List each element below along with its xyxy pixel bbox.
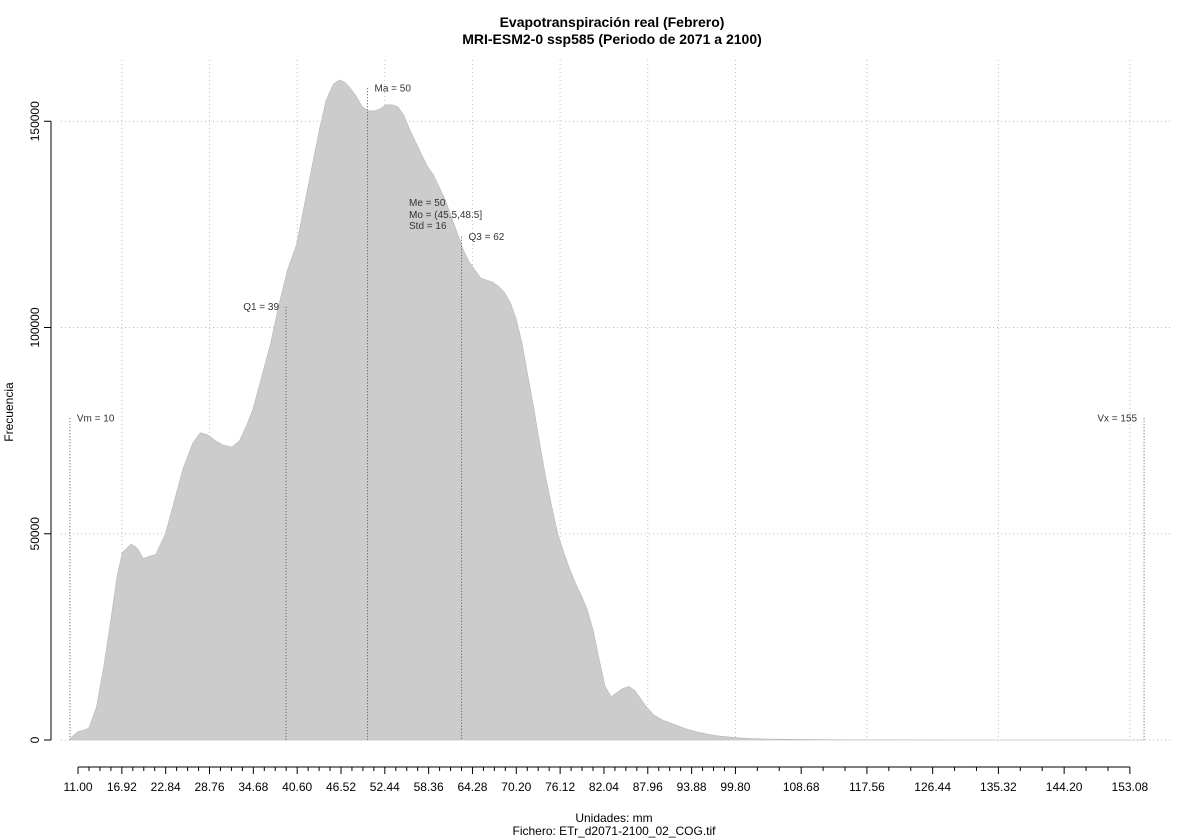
- stat-markers: Vm = 10 Q1 = 39 Ma = 50 Q3 = 62 Vx = 155: [69, 83, 1145, 740]
- y-axis-ticks: 0 50000 100000 150000: [28, 101, 51, 743]
- x-tick-label: 153.08: [1112, 780, 1149, 794]
- chart-subtitle: MRI-ESM2-0 ssp585 (Periodo de 2071 a 210…: [462, 31, 762, 47]
- axes: 11.00 16.92 22.84 28.76 34.68 40.60 46.52 52.44…: [28, 101, 1149, 794]
- chart-title: Evapotranspiración real (Febrero): [500, 14, 725, 30]
- y-tick-label: 100000: [28, 307, 42, 347]
- x-tick-label: 58.36: [414, 780, 444, 794]
- x-tick-label: 34.68: [238, 780, 268, 794]
- stats-block: Me = 50 Mo = (45.5,48.5] Std = 16: [409, 198, 482, 232]
- x-tick-label: 64.28: [457, 780, 487, 794]
- stat-std: Std = 16: [409, 221, 447, 232]
- stat-mode: Mo = (45.5,48.5]: [409, 210, 482, 221]
- x-tick-label: 76.12: [545, 780, 575, 794]
- x-tick-label: 22.84: [151, 780, 181, 794]
- y-tick-label: 0: [28, 736, 42, 743]
- x-tick-label: 28.76: [194, 780, 224, 794]
- x-tick-label: 11.00: [63, 780, 92, 794]
- x-tick-label: 135.32: [980, 780, 1017, 794]
- y-tick-label: 50000: [28, 517, 42, 551]
- x-tick-label: 52.44: [370, 780, 400, 794]
- density-area: [70, 79, 1145, 741]
- x-axis-label: Unidades: mm: [575, 811, 652, 825]
- x-tick-label: 144.20: [1046, 780, 1083, 794]
- x-tick-label: 108.68: [783, 780, 820, 794]
- x-tick-label: 87.96: [633, 780, 663, 794]
- x-tick-label: 126.44: [914, 780, 951, 794]
- stat-marker-label: Vx = 155: [1097, 413, 1137, 424]
- x-axis-ticks: 11.00 16.92 22.84 28.76 34.68 40.60 46.52 52.44…: [63, 767, 1149, 794]
- x-tick-label: 40.60: [282, 780, 312, 794]
- stat-marker-label: Q1 = 39: [243, 302, 279, 313]
- x-tick-label: 82.04: [589, 780, 619, 794]
- x-tick-label: 93.88: [677, 780, 707, 794]
- file-label: Fichero: ETr_d2071-2100_02_COG.tif: [513, 824, 717, 838]
- x-tick-label: 70.20: [501, 780, 531, 794]
- x-tick-label: 16.92: [107, 780, 137, 794]
- y-axis-label: Frecuencia: [2, 382, 16, 442]
- stat-marker-label: Q3 = 62: [469, 232, 505, 243]
- y-tick-label: 150000: [28, 101, 42, 141]
- x-tick-label: 46.52: [326, 780, 356, 794]
- x-tick-label: 99.80: [720, 780, 750, 794]
- x-tick-label: 117.56: [849, 780, 885, 794]
- stat-marker-label: Vm = 10: [77, 413, 115, 424]
- stat-median: Me = 50: [409, 198, 446, 209]
- stat-marker-label: Ma = 50: [374, 83, 411, 94]
